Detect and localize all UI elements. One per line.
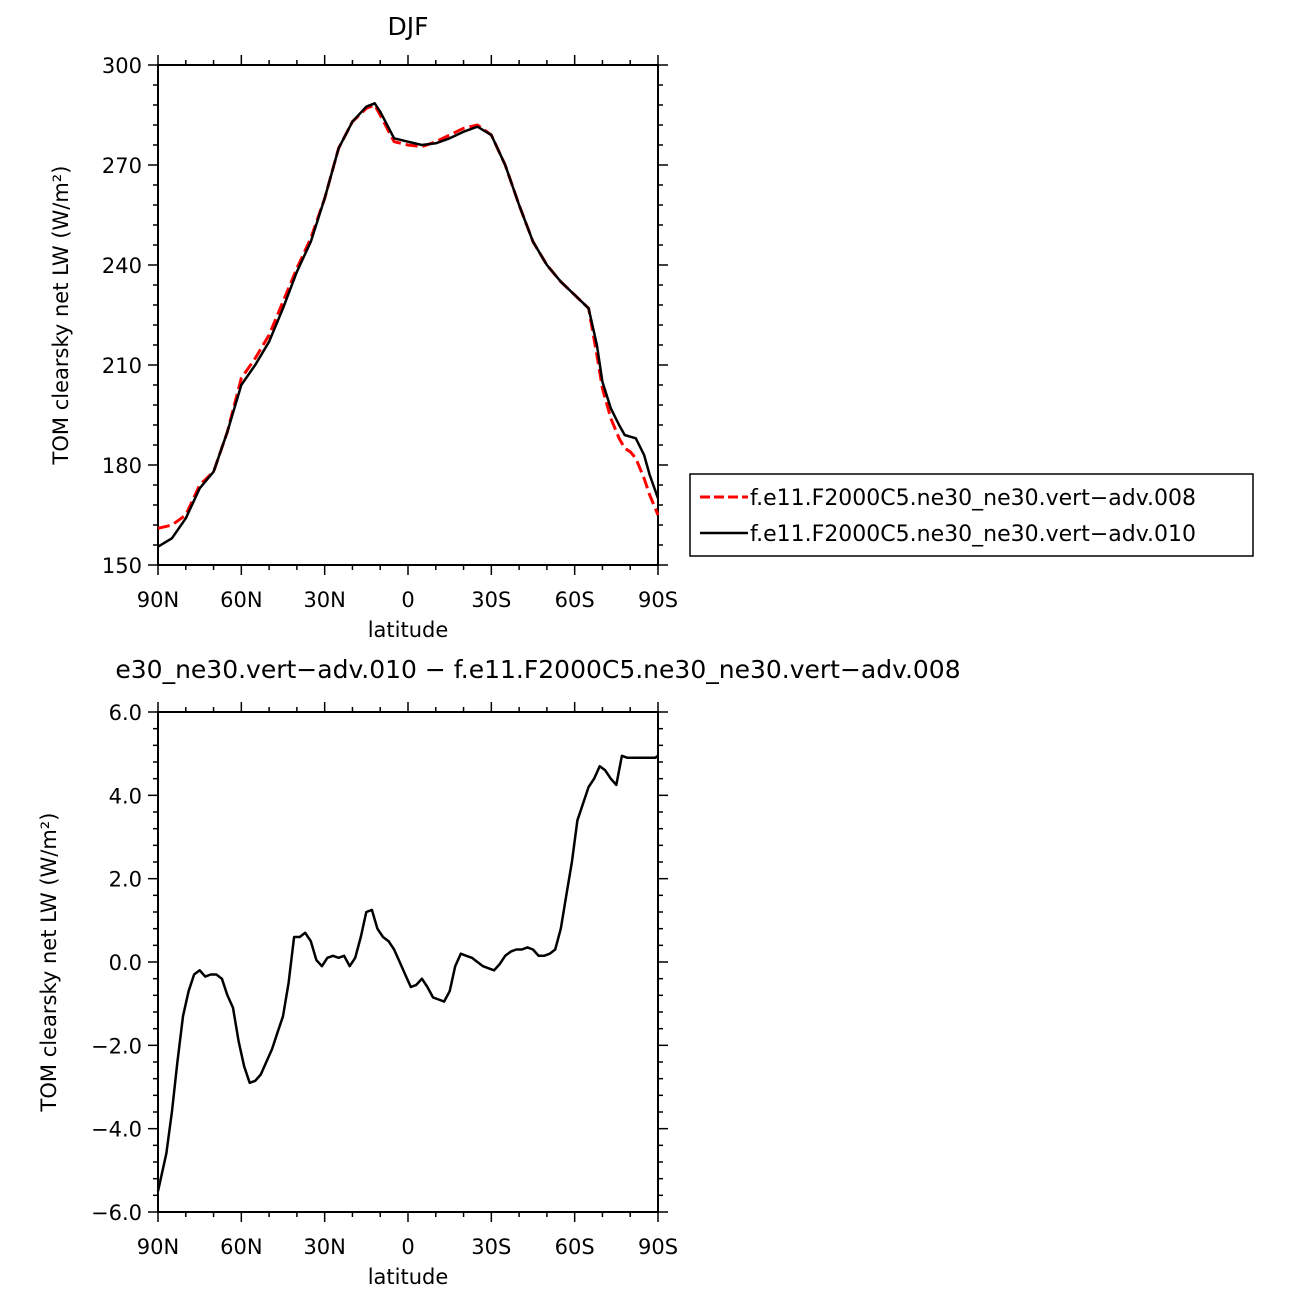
y-tick-label-top: 300 bbox=[102, 54, 142, 78]
y-tick-label-bottom: 0.0 bbox=[109, 951, 142, 975]
chart-title-top: DJF bbox=[387, 12, 428, 41]
chart-panel-bottom: e30_ne30.vert−adv.010 − f.e11.F2000C5.ne… bbox=[37, 655, 961, 1289]
y-tick-label-bottom: −6.0 bbox=[91, 1201, 142, 1225]
y-tick-label-top: 150 bbox=[102, 554, 142, 578]
y-tick-label-top: 210 bbox=[102, 354, 142, 378]
x-tick-label-bottom: 60N bbox=[220, 1235, 262, 1259]
x-tick-label-top: 60S bbox=[555, 588, 595, 612]
y-tick-label-top: 180 bbox=[102, 454, 142, 478]
series-line-top-0 bbox=[157, 103, 660, 530]
plot-frame-bottom bbox=[157, 711, 659, 1213]
y-tick-label-bottom: 6.0 bbox=[109, 701, 142, 725]
y-axis-label-top: TOM clearsky net LW (W/m²) bbox=[49, 166, 73, 466]
series-line-bottom-0 bbox=[156, 754, 659, 1192]
x-tick-label-top: 30S bbox=[471, 588, 511, 612]
plot-frame-top bbox=[157, 64, 659, 566]
x-tick-label-bottom: 30N bbox=[303, 1235, 345, 1259]
x-tick-label-bottom: 60S bbox=[555, 1235, 595, 1259]
chart-panel-top: DJF 90N 60N 30N 0 30S 60S 90S 150 180 210 240 270 300… bbox=[49, 12, 678, 642]
x-tick-label-top: 0 bbox=[401, 588, 414, 612]
x-axis-label-bottom: latitude bbox=[368, 1265, 449, 1289]
x-tick-label-top: 60N bbox=[220, 588, 262, 612]
chart-title-bottom: e30_ne30.vert−adv.010 − f.e11.F2000C5.ne… bbox=[115, 655, 960, 684]
y-tick-label-bottom: −4.0 bbox=[91, 1118, 142, 1142]
x-tick-label-top: 30N bbox=[303, 588, 345, 612]
series-line-top-1 bbox=[157, 102, 660, 548]
x-tick-label-top: 90S bbox=[638, 588, 678, 612]
legend-entry-0: f.e11.F2000C5.ne30_ne30.vert−adv.008 bbox=[750, 486, 1196, 511]
y-tick-label-top: 270 bbox=[102, 154, 142, 178]
x-tick-label-bottom: 30S bbox=[471, 1235, 511, 1259]
y-tick-label-bottom: 2.0 bbox=[109, 868, 142, 892]
y-tick-label-bottom: 4.0 bbox=[109, 784, 142, 808]
x-tick-label-bottom: 0 bbox=[401, 1235, 414, 1259]
legend-box bbox=[689, 473, 1254, 557]
x-axis-label-top: latitude bbox=[368, 618, 449, 642]
x-tick-label-top: 90N bbox=[137, 588, 179, 612]
legend-entry-1: f.e11.F2000C5.ne30_ne30.vert−adv.010 bbox=[750, 522, 1196, 547]
y-axis-label-bottom: TOM clearsky net LW (W/m²) bbox=[37, 813, 61, 1113]
legend: f.e11.F2000C5.ne30_ne30.vert−adv.008 f.e1… bbox=[689, 473, 1254, 557]
y-tick-label-bottom: −2.0 bbox=[91, 1034, 142, 1058]
y-tick-label-top: 240 bbox=[102, 254, 142, 278]
x-tick-label-bottom: 90N bbox=[137, 1235, 179, 1259]
x-tick-label-bottom: 90S bbox=[638, 1235, 678, 1259]
